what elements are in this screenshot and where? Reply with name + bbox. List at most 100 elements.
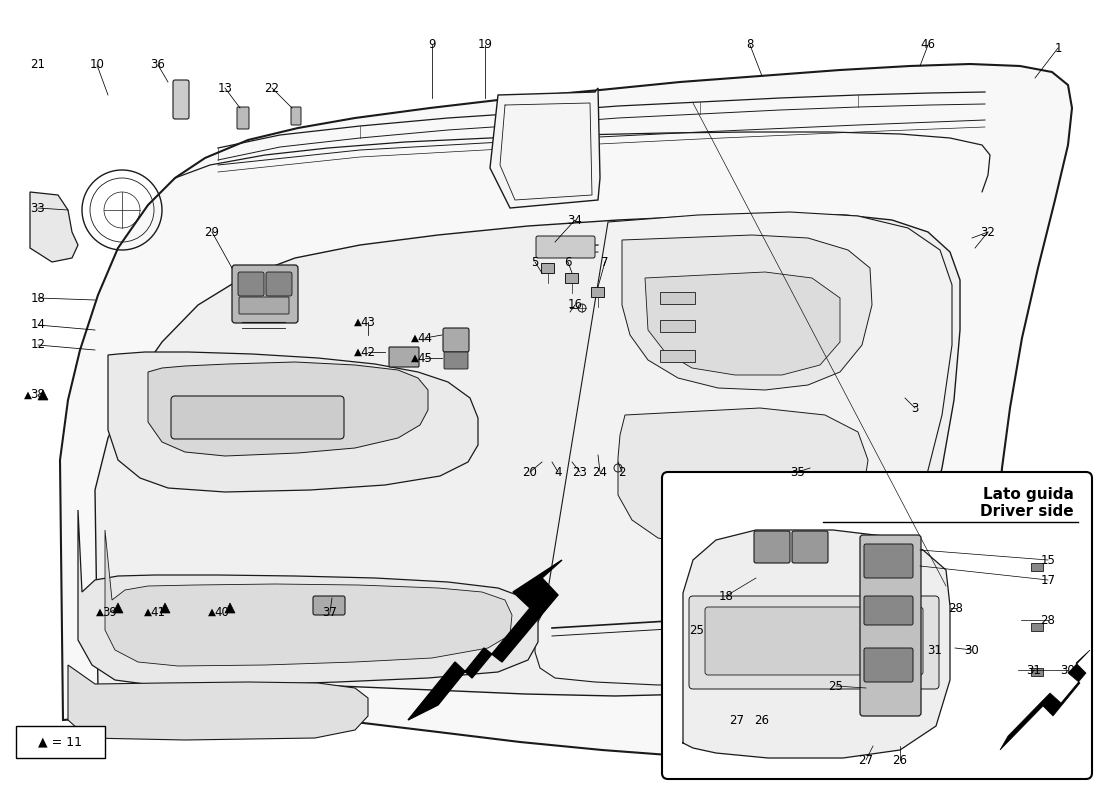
Polygon shape — [39, 390, 48, 400]
Text: 32: 32 — [980, 226, 996, 238]
Text: ▲: ▲ — [354, 347, 362, 357]
Text: 28: 28 — [948, 602, 964, 614]
Text: 26: 26 — [892, 754, 907, 766]
Polygon shape — [68, 665, 368, 740]
Text: 27: 27 — [729, 714, 745, 726]
Polygon shape — [60, 64, 1072, 762]
FancyBboxPatch shape — [266, 272, 292, 296]
Text: 14: 14 — [31, 318, 45, 331]
Polygon shape — [95, 214, 960, 696]
FancyBboxPatch shape — [239, 297, 289, 314]
Bar — [565, 273, 578, 283]
FancyBboxPatch shape — [443, 328, 469, 352]
Polygon shape — [78, 510, 538, 686]
Polygon shape — [490, 88, 600, 208]
Text: 8: 8 — [746, 38, 754, 51]
Bar — [660, 292, 695, 304]
FancyBboxPatch shape — [864, 596, 913, 625]
Text: 10: 10 — [89, 58, 104, 71]
Text: 45: 45 — [418, 351, 432, 365]
Bar — [660, 350, 695, 362]
Text: 44: 44 — [418, 331, 432, 345]
FancyBboxPatch shape — [662, 472, 1092, 779]
FancyBboxPatch shape — [444, 352, 468, 369]
Text: 21: 21 — [31, 58, 45, 71]
Text: 18: 18 — [718, 590, 734, 602]
FancyBboxPatch shape — [173, 80, 189, 119]
Text: ▲: ▲ — [24, 390, 32, 400]
Bar — [1031, 668, 1043, 676]
Text: ▲: ▲ — [96, 607, 104, 617]
Text: ▲: ▲ — [354, 317, 362, 327]
Text: 26: 26 — [755, 714, 770, 726]
Text: 9: 9 — [428, 38, 436, 51]
Text: 38: 38 — [31, 389, 45, 402]
Bar — [1031, 623, 1043, 631]
FancyBboxPatch shape — [236, 107, 249, 129]
Text: 31: 31 — [1026, 663, 1042, 677]
FancyBboxPatch shape — [860, 535, 921, 716]
Polygon shape — [618, 408, 868, 550]
Text: 27: 27 — [858, 754, 873, 766]
Text: 25: 25 — [690, 623, 704, 637]
Text: 5: 5 — [531, 255, 539, 269]
Text: ▲: ▲ — [411, 353, 419, 363]
Text: 29: 29 — [205, 226, 220, 238]
Bar — [541, 263, 554, 273]
Text: 41: 41 — [151, 606, 165, 618]
Text: Driver side: Driver side — [980, 503, 1074, 518]
Text: 43: 43 — [361, 315, 375, 329]
Text: 22: 22 — [264, 82, 279, 94]
Text: 39: 39 — [102, 606, 118, 618]
Text: 17: 17 — [1041, 574, 1056, 586]
Text: ▲: ▲ — [208, 607, 216, 617]
Text: ▲: ▲ — [144, 607, 152, 617]
Text: 16: 16 — [568, 298, 583, 311]
Text: 46: 46 — [921, 38, 935, 51]
Bar — [591, 287, 604, 297]
Text: 18: 18 — [31, 291, 45, 305]
FancyBboxPatch shape — [232, 265, 298, 323]
FancyBboxPatch shape — [705, 607, 923, 675]
Text: 28: 28 — [1041, 614, 1055, 626]
Text: 23: 23 — [573, 466, 587, 478]
Text: 13: 13 — [218, 82, 232, 94]
FancyBboxPatch shape — [16, 726, 104, 758]
Polygon shape — [160, 603, 170, 613]
Polygon shape — [113, 603, 123, 613]
Text: 12: 12 — [31, 338, 45, 351]
Polygon shape — [1000, 650, 1090, 750]
Text: 20: 20 — [522, 466, 538, 478]
Text: a passion for parts: a passion for parts — [167, 463, 442, 597]
Bar — [660, 320, 695, 332]
Polygon shape — [621, 235, 872, 390]
Text: 36: 36 — [151, 58, 165, 71]
Text: ▲: ▲ — [411, 333, 419, 343]
Polygon shape — [645, 272, 840, 375]
Text: 34: 34 — [568, 214, 582, 226]
Text: 24: 24 — [593, 466, 607, 478]
FancyBboxPatch shape — [754, 531, 790, 563]
Polygon shape — [148, 362, 428, 456]
Text: 2: 2 — [618, 466, 626, 478]
Polygon shape — [535, 212, 952, 685]
Bar — [1031, 563, 1043, 571]
Text: 30: 30 — [965, 643, 979, 657]
Text: 37: 37 — [322, 606, 338, 618]
Text: 42: 42 — [361, 346, 375, 358]
FancyBboxPatch shape — [536, 236, 595, 258]
Text: Lato guida: Lato guida — [983, 487, 1074, 502]
Text: 7: 7 — [602, 255, 608, 269]
Text: 30: 30 — [1060, 663, 1076, 677]
Text: 31: 31 — [927, 643, 943, 657]
FancyBboxPatch shape — [170, 396, 344, 439]
FancyBboxPatch shape — [389, 347, 419, 367]
Text: 1: 1 — [1054, 42, 1062, 54]
Text: 15: 15 — [1041, 554, 1055, 566]
Text: eurospar: eurospar — [107, 342, 513, 567]
FancyBboxPatch shape — [689, 596, 939, 689]
Text: 25: 25 — [828, 679, 844, 693]
FancyBboxPatch shape — [864, 648, 913, 682]
FancyBboxPatch shape — [292, 107, 301, 125]
Text: 19: 19 — [477, 38, 493, 51]
